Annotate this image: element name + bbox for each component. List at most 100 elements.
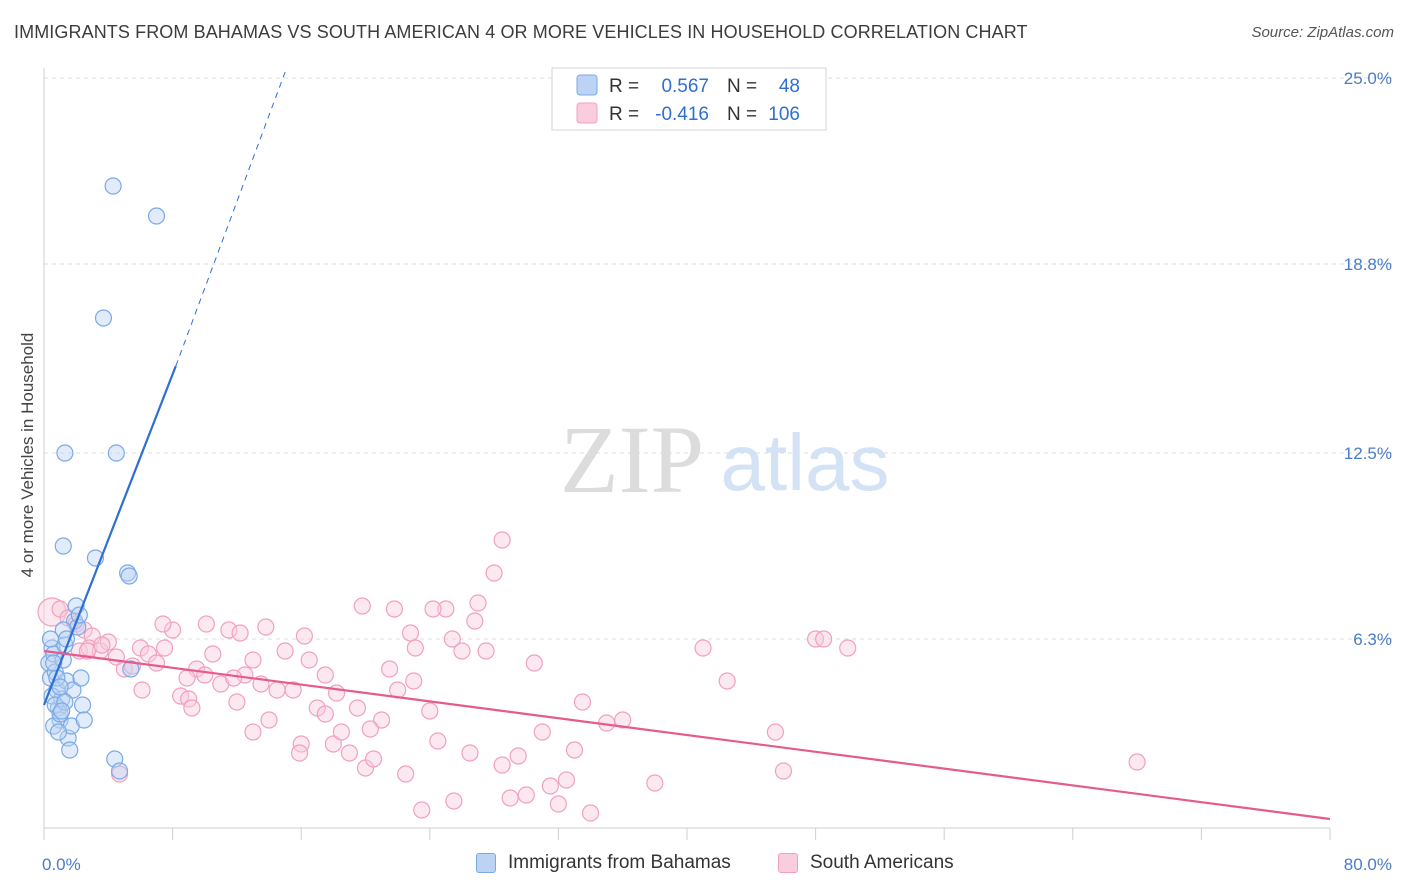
south-american-point-104	[406, 639, 424, 657]
south-american-point-56	[477, 642, 495, 660]
south-american-point-46	[397, 765, 415, 783]
bahamas-point-45	[147, 207, 166, 225]
bahamas-point-33	[56, 693, 74, 711]
south-american-point-64	[541, 777, 559, 795]
south-american-point-54	[461, 744, 479, 762]
stats-legend: R = 0.567 N = 48 R = -0.416 N = 106	[551, 67, 827, 131]
south-american-point-73	[694, 639, 712, 657]
bahamas-point-20	[64, 681, 82, 699]
south-american-point-79	[839, 639, 857, 657]
south-american-trend-line	[43, 649, 1331, 821]
south-american-point-38	[332, 723, 350, 741]
bahamas-point-11	[57, 672, 76, 690]
legend-label-south-americans: South Americans	[810, 852, 954, 873]
south-american-point-80	[1128, 753, 1146, 771]
bahamas-point-25	[72, 669, 90, 687]
gridlines	[44, 77, 1392, 640]
south-american-point-25	[228, 693, 246, 711]
south-american-point-34	[300, 651, 318, 669]
bahamas-point-35	[54, 537, 72, 555]
watermark-zip: ZIP	[560, 406, 704, 513]
south-american-point-88	[197, 615, 215, 633]
south-american-point-65	[549, 795, 568, 813]
south-american-point-24	[220, 621, 238, 639]
south-american-point-103	[361, 720, 379, 738]
bahamas-point-43	[120, 567, 138, 585]
bahamas-point-34	[49, 723, 68, 741]
south-american-point-72	[646, 774, 664, 792]
stats-swatch-south-american	[576, 102, 598, 124]
bahamas-point-32	[51, 678, 69, 696]
x-tick-label-0: 0.0%	[42, 855, 81, 874]
bahamas-point-26	[73, 696, 92, 714]
south-american-point-47	[405, 672, 423, 690]
south-american-point-53	[453, 642, 471, 660]
south-american-point-16	[155, 639, 174, 657]
bahamas-point-14	[46, 696, 64, 714]
south-american-point-85	[231, 624, 249, 642]
south-american-point-22	[204, 645, 222, 663]
legend-item-bahamas: Immigrants from Bahamas	[476, 852, 731, 874]
south-american-point-44	[381, 660, 399, 678]
bahamas-point-46	[110, 762, 129, 780]
south-american-point-105	[244, 723, 262, 741]
south-american-point-91	[93, 636, 111, 654]
watermark-atlas: atlas	[721, 418, 890, 507]
south-american-point-61	[517, 786, 535, 804]
stats-r-value-south-american: -0.416	[655, 104, 709, 125]
south-american-point-76	[774, 762, 793, 780]
bahamas-point-28	[54, 621, 72, 639]
bahamas-point-30	[41, 630, 60, 648]
bahamas-point-36	[56, 444, 74, 462]
south-american-point-32	[284, 681, 302, 699]
south-american-point-26	[236, 666, 254, 684]
south-american-point-29	[260, 711, 278, 729]
bahamas-point-47	[53, 702, 71, 720]
south-american-point-78	[815, 630, 833, 648]
south-american-point-40	[348, 699, 367, 717]
south-american-point-66	[557, 771, 576, 789]
bahamas-point-41	[104, 177, 122, 195]
south-american-point-90	[133, 681, 151, 699]
stats-n-label-south-american: N =	[727, 104, 757, 125]
south-american-point-21	[196, 666, 214, 684]
south-american-point-15	[147, 654, 166, 672]
south-american-point-30	[268, 681, 286, 699]
stats-r-label-south-american: R =	[609, 104, 639, 125]
bahamas-trend-extension	[175, 71, 286, 367]
south-american-point-67	[565, 741, 584, 759]
south-american-point-68	[573, 693, 592, 711]
south-american-point-50	[429, 732, 447, 750]
south-american-point-97	[443, 630, 461, 648]
stats-r-label-bahamas: R =	[609, 76, 639, 97]
stats-n-value-south-american: 106	[768, 104, 800, 125]
chart-title: IMMIGRANTS FROM BAHAMAS VS SOUTH AMERICA…	[14, 22, 1028, 42]
legend-label-bahamas: Immigrants from Bahamas	[508, 852, 731, 873]
south-american-point-39	[340, 744, 359, 762]
bahamas-point-42	[118, 564, 137, 582]
south-american-point-58	[493, 756, 511, 774]
y-tick-label-2: 18.8%	[1344, 255, 1392, 274]
stats-swatch-bahamas	[576, 74, 598, 96]
axes	[43, 68, 1331, 840]
south-american-point-36	[316, 705, 334, 723]
south-american-point-27	[244, 651, 262, 669]
south-american-point-75	[766, 723, 785, 741]
bahamas-trend-line	[42, 365, 177, 706]
south-american-point-84	[316, 666, 334, 684]
legend-swatch-bahamas	[476, 853, 496, 873]
south-american-point-87	[295, 627, 314, 645]
bahamas-point-39	[107, 444, 125, 462]
bahamas-point-27	[75, 711, 93, 729]
bahamas-point-18	[61, 741, 79, 759]
south-american-point-48	[413, 801, 431, 819]
south-american-point-96	[424, 600, 442, 618]
south-american-point-92	[78, 642, 97, 660]
south-american-point-31	[276, 642, 294, 660]
south-american-point-63	[533, 723, 551, 741]
south-american-point-60	[509, 747, 527, 765]
x-tick-label-1: 80.0%	[1344, 855, 1392, 874]
bahamas-point-44	[122, 660, 140, 678]
stats-legend-box	[551, 67, 827, 131]
